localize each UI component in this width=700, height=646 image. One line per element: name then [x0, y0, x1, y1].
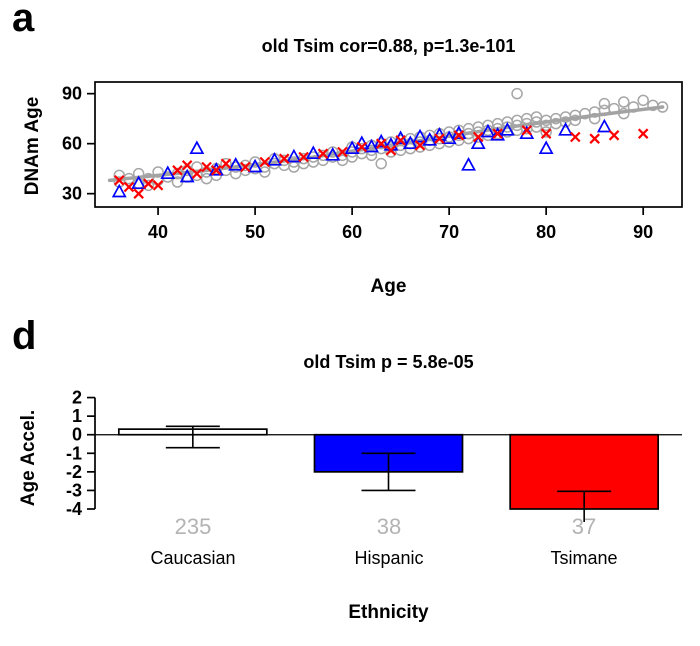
bar-category-caucasian: Caucasian — [150, 548, 236, 568]
svg-text:-3: -3 — [66, 480, 82, 500]
svg-text:70: 70 — [439, 222, 459, 242]
svg-text:2: 2 — [72, 388, 82, 408]
bar-category-hispanic: Hispanic — [354, 548, 424, 568]
bar-x-axis-label: Ethnicity — [348, 602, 429, 623]
svg-text:0: 0 — [72, 425, 82, 445]
bar-plot: 210-1-2-3-4 — [66, 388, 682, 522]
bar-count-tsimane: 37 — [571, 514, 597, 539]
svg-text:90: 90 — [633, 222, 653, 242]
bar-count-caucasian: 235 — [174, 514, 212, 539]
bar-count-hispanic: 38 — [376, 514, 402, 539]
bar-title: old Tsim p = 5.8e-05 — [303, 352, 474, 372]
bar-category-tsimane: Tsimane — [550, 548, 618, 568]
svg-text:60: 60 — [342, 222, 362, 242]
scatter-x-axis-label: Age — [370, 276, 407, 297]
svg-text:1: 1 — [72, 406, 82, 426]
svg-text:-4: -4 — [66, 499, 82, 519]
svg-text:30: 30 — [62, 184, 82, 204]
svg-text:80: 80 — [536, 222, 556, 242]
scatter-title: old Tsim cor=0.88, p=1.3e-101 — [261, 36, 516, 56]
svg-text:60: 60 — [62, 134, 82, 154]
svg-text:-1: -1 — [66, 443, 82, 463]
scatter-plot: 40 50 60 70 80 90 30 60 90 — [62, 81, 683, 242]
svg-text:40: 40 — [148, 222, 168, 242]
scatter-y-axis-label: DNAm Age — [22, 96, 43, 196]
bar-y-axis-label: Age Accel. — [18, 409, 39, 507]
svg-text:50: 50 — [245, 222, 265, 242]
panel-a-label: a — [12, 0, 35, 40]
panel-d-label: d — [12, 314, 37, 358]
svg-text:90: 90 — [62, 84, 82, 104]
svg-text:-2: -2 — [66, 462, 82, 482]
